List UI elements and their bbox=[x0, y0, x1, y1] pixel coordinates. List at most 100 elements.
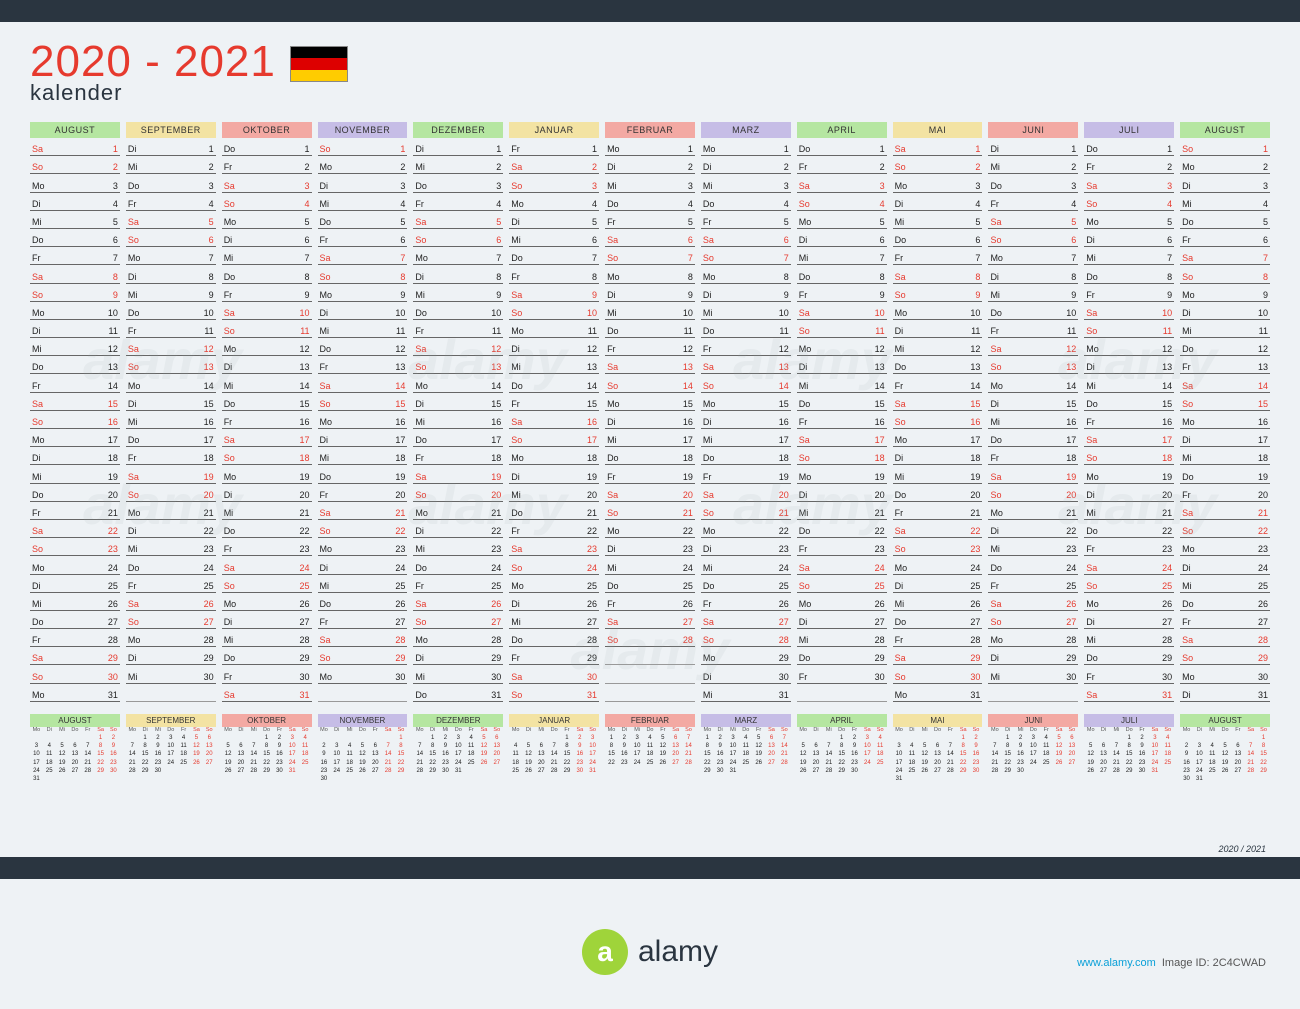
day-row: Mo21 bbox=[988, 502, 1078, 520]
mini-grid: MoDiMiDoFrSaSo 1234567891011121314151617… bbox=[413, 727, 503, 775]
day-row: Sa16 bbox=[509, 411, 599, 429]
day-row: So29 bbox=[1180, 647, 1270, 665]
day-row: Sa29 bbox=[893, 647, 983, 665]
day-row: Mo21 bbox=[126, 502, 216, 520]
month-header: JANUAR bbox=[509, 122, 599, 138]
day-row: Fr20 bbox=[1180, 484, 1270, 502]
month-column: SEPTEMBERDi1Mi2Do3Fr4Sa5So6Mo7Di8Mi9Do10… bbox=[126, 122, 216, 702]
day-row: So30 bbox=[893, 665, 983, 683]
day-row: Sa14 bbox=[318, 374, 408, 392]
day-row: Mo31 bbox=[30, 684, 120, 702]
day-row: Sa12 bbox=[126, 338, 216, 356]
day-row: Sa13 bbox=[701, 356, 791, 374]
day-row: Di3 bbox=[318, 174, 408, 192]
day-row: Do11 bbox=[701, 320, 791, 338]
day-row: Do25 bbox=[701, 575, 791, 593]
day-row: Mo3 bbox=[893, 174, 983, 192]
day-row: Mi28 bbox=[797, 629, 887, 647]
day-row: Sa27 bbox=[701, 611, 791, 629]
mini-month: MAIMoDiMiDoFrSaSo 1234567891011121314151… bbox=[893, 714, 983, 783]
mini-grid: MoDiMiDoFrSaSo 1234567891011121314151617… bbox=[1180, 727, 1270, 783]
mini-month: JUNIMoDiMiDoFrSaSo 123456789101112131415… bbox=[988, 714, 1078, 783]
month-header: MARZ bbox=[701, 122, 791, 138]
day-row: Do27 bbox=[30, 611, 120, 629]
day-row: Do12 bbox=[1180, 338, 1270, 356]
day-row: So17 bbox=[509, 429, 599, 447]
mini-month: SEPTEMBERMoDiMiDoFrSaSo 1234567891011121… bbox=[126, 714, 216, 783]
day-row: Mi18 bbox=[1180, 447, 1270, 465]
day-row: Mi4 bbox=[1180, 193, 1270, 211]
day-row: Mo11 bbox=[509, 320, 599, 338]
day-row: Fr18 bbox=[126, 447, 216, 465]
mini-month-header: MAI bbox=[893, 714, 983, 727]
day-row bbox=[605, 665, 695, 683]
day-row: So8 bbox=[318, 265, 408, 283]
day-row: Sa19 bbox=[988, 465, 1078, 483]
day-row: Mo5 bbox=[1084, 211, 1174, 229]
day-row: Fr4 bbox=[126, 193, 216, 211]
day-row: Mo8 bbox=[605, 265, 695, 283]
mini-grid: MoDiMiDoFrSaSo 1234567891011121314151617… bbox=[126, 727, 216, 775]
day-row: Do27 bbox=[893, 611, 983, 629]
day-row: Mo28 bbox=[988, 629, 1078, 647]
day-row: So9 bbox=[30, 284, 120, 302]
day-row: Do6 bbox=[30, 229, 120, 247]
day-row bbox=[126, 684, 216, 702]
mini-grid: MoDiMiDoFrSaSo12345678910111213141516171… bbox=[605, 727, 695, 767]
day-row: Do24 bbox=[988, 556, 1078, 574]
day-row: Mi12 bbox=[893, 338, 983, 356]
day-row: Fr23 bbox=[1084, 538, 1174, 556]
month-column: AUGUSTSa1So2Mo3Di4Mi5Do6Fr7Sa8So9Mo10Di1… bbox=[30, 122, 120, 702]
day-row: Mi25 bbox=[318, 575, 408, 593]
day-row: Di15 bbox=[126, 393, 216, 411]
day-row: Di3 bbox=[1180, 174, 1270, 192]
day-row: So23 bbox=[893, 538, 983, 556]
day-row: Mi4 bbox=[318, 193, 408, 211]
day-row: Mi14 bbox=[1084, 374, 1174, 392]
month-column: FEBRUARMo1Di2Mi3Do4Fr5Sa6So7Mo8Di9Mi10Do… bbox=[605, 122, 695, 702]
day-row: Do5 bbox=[318, 211, 408, 229]
day-row: Mo12 bbox=[1084, 338, 1174, 356]
day-row: Di26 bbox=[509, 593, 599, 611]
day-row: Fr2 bbox=[222, 156, 312, 174]
day-row: Sa3 bbox=[1084, 174, 1174, 192]
mini-month: AUGUSTMoDiMiDoFrSaSo 1234567891011121314… bbox=[30, 714, 120, 783]
day-row: Mo1 bbox=[605, 138, 695, 156]
day-row: Di9 bbox=[605, 284, 695, 302]
day-row: Fr28 bbox=[893, 629, 983, 647]
day-row: Mi17 bbox=[701, 429, 791, 447]
day-row: So4 bbox=[222, 193, 312, 211]
day-row: So8 bbox=[1180, 265, 1270, 283]
day-row: Do29 bbox=[797, 647, 887, 665]
day-row: Sa20 bbox=[605, 484, 695, 502]
day-row: Di20 bbox=[222, 484, 312, 502]
day-row: Mi2 bbox=[126, 156, 216, 174]
day-row: Mo30 bbox=[318, 665, 408, 683]
day-row: Sa1 bbox=[30, 138, 120, 156]
day-row: Mi2 bbox=[413, 156, 503, 174]
mini-grid: MoDiMiDoFrSaSo 1234567891011121314151617… bbox=[893, 727, 983, 783]
day-row: Di8 bbox=[988, 265, 1078, 283]
day-row: Sa15 bbox=[30, 393, 120, 411]
day-row: Di25 bbox=[30, 575, 120, 593]
day-row: Mi10 bbox=[701, 302, 791, 320]
day-row: Sa24 bbox=[1084, 556, 1174, 574]
alamy-site-link[interactable]: www.alamy.com bbox=[1077, 957, 1156, 969]
day-row: Mi3 bbox=[605, 174, 695, 192]
day-row: Mi7 bbox=[797, 247, 887, 265]
day-row: Mo30 bbox=[1180, 665, 1270, 683]
day-row: Mi18 bbox=[318, 447, 408, 465]
day-row: So11 bbox=[222, 320, 312, 338]
day-row: Mo26 bbox=[797, 593, 887, 611]
day-row: Mi9 bbox=[988, 284, 1078, 302]
month-header: FEBRUAR bbox=[605, 122, 695, 138]
day-row: Mi30 bbox=[126, 665, 216, 683]
month-column: MAISa1So2Mo3Di4Mi5Do6Fr7Sa8So9Mo10Di11Mi… bbox=[893, 122, 983, 702]
day-row: Mo26 bbox=[222, 593, 312, 611]
day-row: Fr13 bbox=[1180, 356, 1270, 374]
day-row: Mi21 bbox=[797, 502, 887, 520]
day-row: Mi5 bbox=[30, 211, 120, 229]
mini-grid: MoDiMiDoFrSaSo12345678910111213141516171… bbox=[701, 727, 791, 775]
day-row: Mi19 bbox=[893, 465, 983, 483]
day-row: Mi14 bbox=[797, 374, 887, 392]
